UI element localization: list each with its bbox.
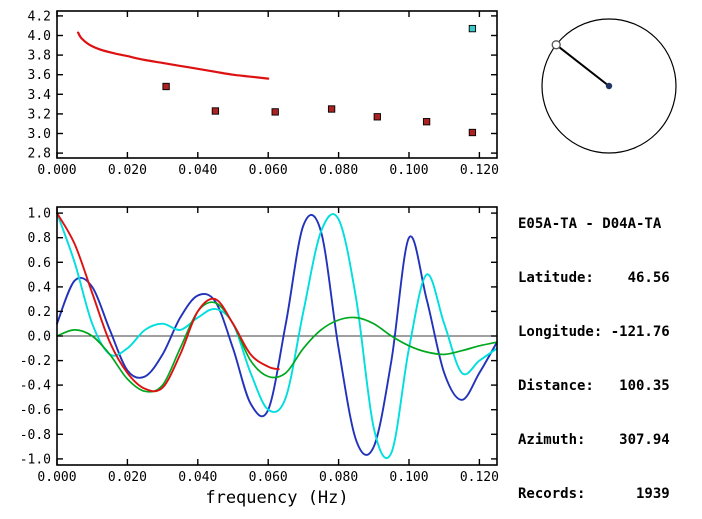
x-tick-label: 0.080 (319, 470, 358, 485)
y-tick-label: 0.8 (28, 231, 51, 246)
x-tick-label: 0.120 (460, 470, 499, 485)
waveform-chart: 0.000 0.020 0.040 0.060 0.080 0.100 0.120 -1.0 -… (20, 206, 499, 485)
x-tick-label: 0.060 (249, 470, 288, 485)
measured-velocity-points (373, 113, 381, 121)
axes-box (56, 10, 498, 159)
y-tick-label: -0.2 (20, 354, 51, 369)
y-tick-label: 3.8 (28, 49, 51, 64)
y-tick-label: 4.2 (28, 9, 51, 24)
x-tick-label: 0.040 (178, 470, 217, 485)
waveform-green (56, 301, 498, 393)
y-tick-label: -1.0 (20, 452, 51, 467)
station-pair-title: E05A-TA - D04A-TA (518, 216, 662, 232)
measured-velocity-points (468, 128, 477, 137)
y-tick-label: 0.6 (28, 256, 51, 271)
y-tick-label: -0.6 (20, 403, 51, 418)
dispersion-chart: 0.000 0.020 0.040 0.060 0.080 0.100 0.120 2.8 3.… (28, 9, 499, 178)
y-tick-label: 3.2 (28, 107, 51, 122)
y-tick-label: -0.4 (20, 379, 51, 394)
y-tick-label: 3.4 (28, 88, 52, 103)
x-tick-label: 0.000 (37, 163, 76, 178)
waveform-cyan (56, 212, 498, 460)
station-info: E05A-TA - D04A-TA Latitude: 46.56 Longit… (518, 179, 670, 519)
azimuth-line (555, 44, 610, 87)
x-tick-label: 0.060 (249, 163, 288, 178)
y-tick-label: -0.8 (20, 428, 51, 443)
y-tick-label: 0.0 (28, 330, 51, 345)
info-line-distance: Distance: 100.35 (518, 378, 670, 394)
x-tick-label: 0.020 (108, 163, 147, 178)
y-tick-label: 3.0 (28, 127, 51, 142)
x-tick-label: 0.100 (389, 470, 428, 485)
info-line-records: Records: 1939 (518, 486, 670, 502)
y-tick-label: 1.0 (28, 207, 51, 222)
measured-velocity-points (327, 105, 336, 113)
x-tick-label: 0.040 (178, 163, 217, 178)
measured-velocity-points (271, 108, 279, 116)
y-tick-label: 2.8 (28, 147, 51, 162)
y-tick-label: 0.4 (28, 280, 52, 295)
measured-velocity-points (211, 107, 220, 115)
x-axis-label: frequency (Hz) (205, 488, 348, 508)
info-line-longitude: Longitude: -121.76 (518, 324, 670, 340)
waveform-red (56, 212, 280, 393)
center-dot-icon (605, 82, 613, 90)
x-tick-label: 0.120 (460, 163, 499, 178)
waveform-blue (56, 214, 498, 456)
station-marker-icon (551, 40, 561, 50)
x-tick-label: 0.080 (319, 163, 358, 178)
outlier-point (468, 24, 477, 33)
y-tick-label: 0.2 (28, 305, 51, 320)
azimuth-circle (541, 18, 677, 154)
measured-velocity-points (422, 118, 431, 126)
x-tick-label: 0.100 (389, 163, 428, 178)
y-tick-label: 4.0 (28, 29, 51, 44)
phase-velocity-curve (77, 31, 270, 80)
x-tick-label: 0.020 (108, 470, 147, 485)
azimuth-dial (541, 18, 677, 154)
info-line-azimuth: Azimuth: 307.94 (518, 432, 670, 448)
x-tick-label: 0.000 (37, 470, 76, 485)
info-line-latitude: Latitude: 46.56 (518, 270, 670, 286)
measured-velocity-points (162, 82, 170, 91)
y-tick-label: 3.6 (28, 68, 51, 83)
